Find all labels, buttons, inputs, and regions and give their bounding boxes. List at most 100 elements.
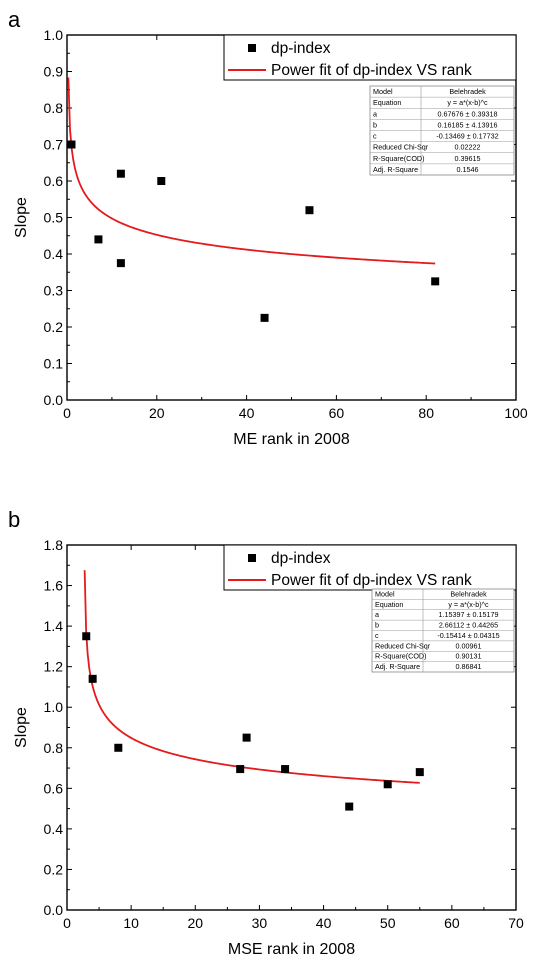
x-tick-label: 0 (63, 915, 71, 931)
fit-table-key: c (373, 132, 377, 141)
fit-table-key: Model (375, 589, 395, 598)
fit-table-key: b (373, 120, 377, 129)
y-axis-title: Slope (13, 197, 30, 238)
data-point (116, 259, 125, 268)
y-tick-label: 0.3 (44, 283, 64, 299)
chart-panel-a: a 0.0 0.1 0.2 0.3 0.4 0.5 0.6 0.7 0.8 0.9 1.0 0 20 40 6… (8, 7, 528, 448)
y-tick-label: 0.6 (44, 173, 64, 189)
fit-table-value: 2.66112 ± 0.44265 (439, 621, 498, 630)
fit-table-key: Model (373, 87, 393, 96)
x-tick-label: 70 (508, 915, 524, 931)
x-tick-label: 60 (444, 915, 460, 931)
data-point (114, 743, 123, 752)
fit-table-value: 0.90131 (456, 652, 482, 661)
data-point (116, 169, 125, 178)
x-tick-label: 50 (380, 915, 396, 931)
fit-table-value: 0.02222 (455, 143, 481, 152)
legend-label-fit: Power fit of dp-index VS rank (271, 62, 472, 79)
legend-marker-scatter (248, 44, 256, 52)
fit-table-key: a (375, 610, 379, 619)
fit-table-key: Adj. R-Square (373, 165, 418, 174)
x-axis-title: MSE rank in 2008 (228, 941, 355, 958)
data-point (305, 206, 314, 215)
fit-table-value: 0.1546 (457, 165, 479, 174)
data-point (431, 277, 440, 286)
y-tick-label: 0.6 (44, 780, 64, 796)
x-tick-label: 30 (252, 915, 268, 931)
panel-letter: a (8, 7, 21, 32)
fit-table-value: y = a*(x-b)^c (447, 98, 488, 107)
legend-label-fit: Power fit of dp-index VS rank (271, 572, 472, 589)
fit-table-key: Equation (373, 98, 401, 107)
data-point (67, 140, 76, 149)
chart-panel-b: b 0.0 0.2 0.4 0.6 0.8 1.0 1.2 1.4 1.6 1.8 0 10 20 30 40… (8, 507, 524, 958)
x-tick-label: 0 (63, 405, 71, 421)
data-point (157, 177, 166, 185)
y-tick-label: 0.2 (44, 319, 64, 335)
y-tick-label: 1.0 (44, 27, 64, 43)
fit-table-key: R-Square(COD) (375, 652, 427, 661)
y-tick-label: 0.2 (44, 861, 64, 877)
legend-box (223, 34, 517, 81)
data-point (236, 765, 245, 774)
fit-table-key: Equation (375, 600, 403, 609)
y-tick-label: 0.4 (44, 246, 64, 262)
fit-table-value: Belehradek (450, 589, 487, 598)
legend-label-scatter: dp-index (271, 550, 331, 567)
fit-curve (67, 77, 436, 265)
fit-table-key: Reduced Chi-Sqr (373, 143, 429, 152)
fit-table-value: 0.67676 ± 0.39318 (438, 109, 498, 118)
x-axis-title: ME rank in 2008 (233, 431, 350, 448)
x-tick-label: 80 (418, 405, 434, 421)
x-tick-label: 60 (329, 405, 345, 421)
x-tick-label: 20 (149, 405, 165, 421)
y-tick-label: 0.1 (44, 356, 64, 372)
y-tick-label: 0.0 (44, 392, 64, 408)
legend-marker-scatter (248, 554, 256, 562)
data-point (415, 768, 424, 777)
data-point (345, 802, 354, 811)
y-tick-label: 1.2 (44, 659, 64, 675)
data-point (281, 765, 290, 774)
x-tick-label: 20 (187, 915, 203, 931)
data-point (94, 235, 103, 244)
y-tick-label: 1.6 (44, 578, 64, 594)
x-tick-label: 40 (316, 915, 332, 931)
fit-table-key: b (375, 621, 379, 630)
data-point (260, 313, 269, 322)
data-point (88, 674, 97, 683)
y-axis-title: Slope (13, 707, 30, 748)
y-tick-label: 0.7 (44, 137, 64, 153)
y-tick-label: 1.4 (44, 618, 64, 634)
data-point (82, 632, 91, 641)
y-tick-label: 0.4 (44, 821, 64, 837)
fit-table-value: -0.15414 ± 0.04315 (437, 631, 499, 640)
fit-table-key: a (373, 109, 377, 118)
fit-table-key: Reduced Chi-Sqr (375, 641, 431, 650)
fit-table-key: R-Square(COD) (373, 154, 425, 163)
fit-table-value: 0.39615 (455, 154, 481, 163)
fit-table-key: c (375, 631, 379, 640)
x-tick-label: 100 (504, 405, 528, 421)
y-tick-label: 0.8 (44, 740, 64, 756)
data-point (383, 780, 392, 789)
fit-table-value: -0.13469 ± 0.17732 (436, 132, 498, 141)
y-tick-label: 0.5 (44, 210, 64, 226)
fit-table-value: Belehradek (449, 87, 486, 96)
fit-table-value: y = a*(x-b)^c (448, 600, 489, 609)
y-tick-label: 1.8 (44, 537, 64, 553)
panel-letter: b (8, 507, 20, 532)
y-tick-label: 0.0 (44, 902, 64, 918)
fit-table-value: 1.15397 ± 0.15179 (439, 610, 499, 619)
fit-table-value: 0.00961 (456, 641, 482, 650)
fit-table-key: Adj. R-Square (375, 662, 420, 671)
data-point (242, 733, 251, 742)
y-tick-label: 0.8 (44, 100, 64, 116)
legend-box (223, 544, 517, 591)
x-tick-label: 10 (123, 915, 139, 931)
fit-curve (83, 570, 420, 784)
fit-table-value: 0.16185 ± 4.13916 (438, 120, 498, 129)
x-tick-label: 40 (239, 405, 255, 421)
legend-label-scatter: dp-index (271, 40, 331, 57)
